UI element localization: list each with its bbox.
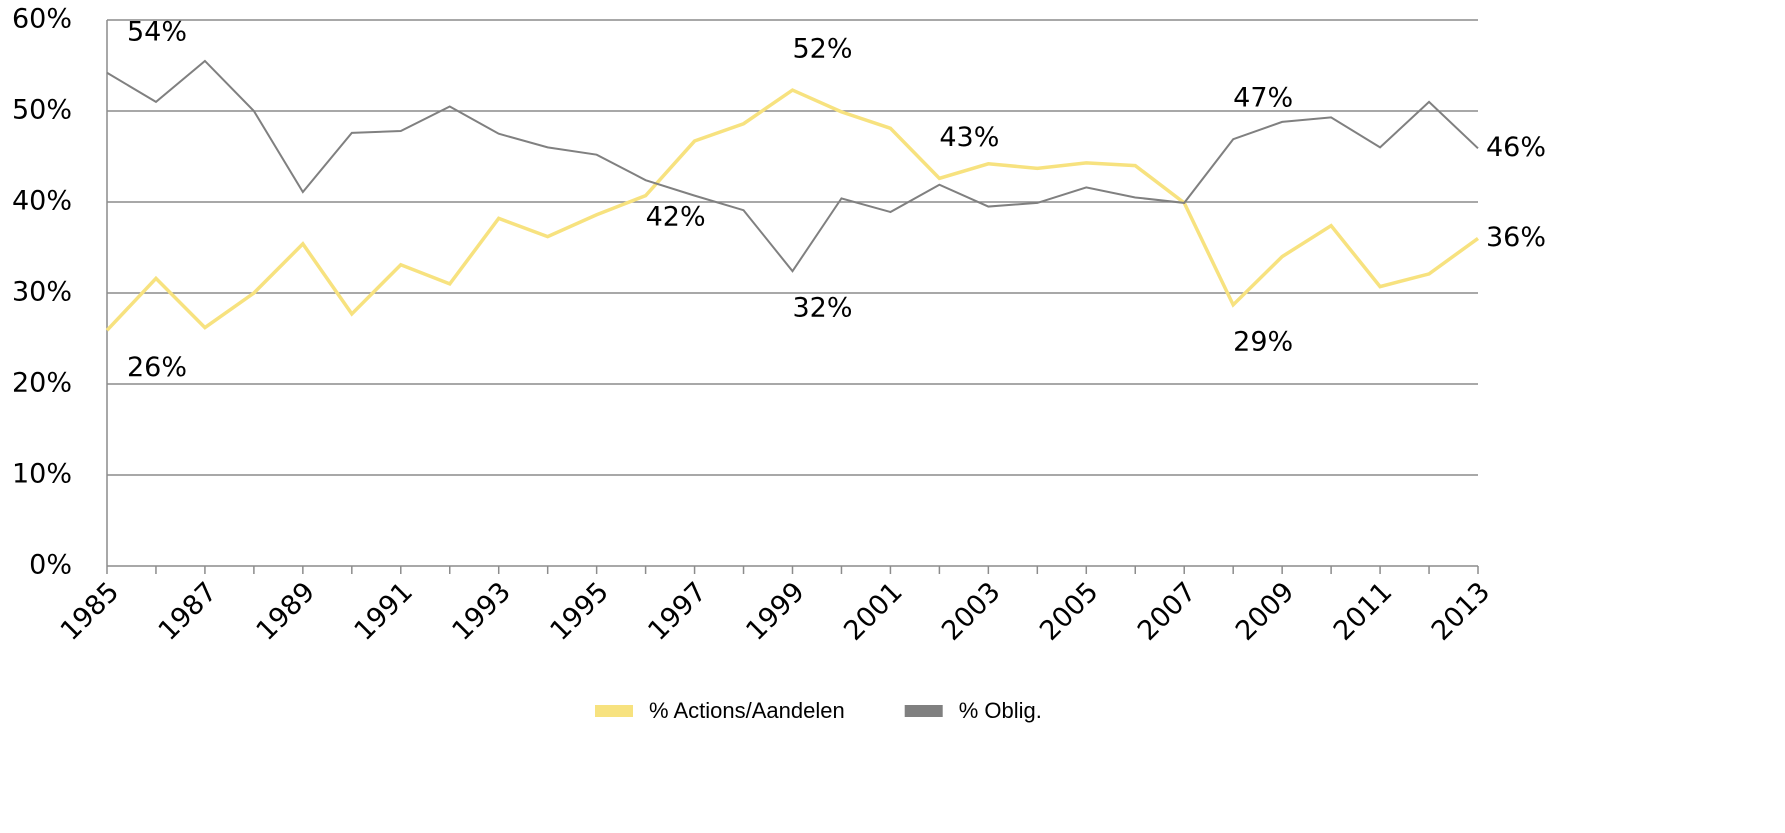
x-tick-label: 1989 <box>251 576 322 647</box>
y-tick-label: 10% <box>12 459 72 490</box>
x-tick-label: 1991 <box>349 576 420 647</box>
x-tick-label: 2003 <box>936 576 1007 647</box>
x-tick-label: 1987 <box>153 576 224 647</box>
x-tick-label: 1999 <box>740 576 811 647</box>
series-line <box>106 59 1479 273</box>
x-tick-label: 1993 <box>446 576 517 647</box>
x-tick-label: 1985 <box>55 576 126 647</box>
y-tick-label: 60% <box>12 4 72 35</box>
legend-swatch <box>904 705 943 717</box>
legend-label: % Oblig. <box>959 698 1042 723</box>
y-tick-label: 40% <box>12 186 72 217</box>
data-label: 46% <box>1486 132 1546 163</box>
data-label: 29% <box>1233 326 1293 357</box>
x-tick-label: 1995 <box>544 576 615 647</box>
data-label: 36% <box>1486 222 1546 253</box>
data-label: 54% <box>127 16 187 47</box>
data-label: 43% <box>939 122 999 153</box>
x-tick-label: 2009 <box>1230 576 1301 647</box>
data-label: 26% <box>127 352 187 383</box>
series-line <box>105 88 1480 332</box>
y-tick-label: 0% <box>29 550 72 581</box>
y-tick-label: 50% <box>12 95 72 126</box>
x-tick-label: 1997 <box>642 576 713 647</box>
data-label: 47% <box>1233 83 1293 114</box>
legend-swatch <box>595 705 633 717</box>
x-tick-label: 2005 <box>1034 576 1105 647</box>
y-tick-label: 20% <box>12 368 72 399</box>
data-label: 52% <box>792 34 852 65</box>
legend-label: % Actions/Aandelen <box>649 698 845 723</box>
data-label: 32% <box>792 293 852 324</box>
x-tick-label: 2001 <box>838 576 909 647</box>
x-tick-label: 2013 <box>1426 576 1497 647</box>
data-label: 42% <box>646 202 706 233</box>
x-tick-label: 2011 <box>1328 576 1399 647</box>
x-tick-label: 2007 <box>1132 576 1203 647</box>
y-tick-label: 30% <box>12 277 72 308</box>
